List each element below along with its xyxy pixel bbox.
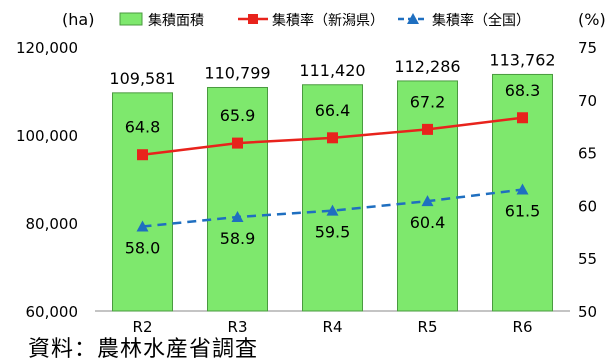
x-axis: R2 R3 R4 R5 R6 xyxy=(133,318,533,336)
legend-label: 集積面積 xyxy=(148,12,204,29)
national-rate-marker xyxy=(421,195,434,207)
niigata-rate-label: 64.8 xyxy=(125,118,161,137)
bar-value-label: 109,581 xyxy=(109,69,175,88)
left-axis: 60,000 80,000 100,000 120,000 (ha) xyxy=(16,10,94,321)
national-rate-line xyxy=(142,188,523,228)
niigata-rate-label: 68.3 xyxy=(505,81,541,100)
bar-value-label: 113,762 xyxy=(489,50,555,69)
y-right-tick-label: 70 xyxy=(578,92,597,110)
niigata-rate-label: 65.9 xyxy=(220,106,256,125)
y-right-tick-label: 55 xyxy=(578,250,597,268)
y-right-tick-label: 60 xyxy=(578,197,597,215)
national-rate-marker xyxy=(326,204,339,216)
legend-niigata-marker xyxy=(248,14,258,24)
niigata-rate-label: 66.4 xyxy=(315,101,351,120)
bar xyxy=(112,92,173,312)
niigata-rate-marker xyxy=(422,123,433,135)
data-labels: 109,581 110,799 111,420 112,286 113,762 64.8 6… xyxy=(109,50,555,257)
legend-label: 集積率（新潟県） xyxy=(272,12,384,29)
legend-label: 集積率（全国） xyxy=(432,12,530,29)
national-rate-marker xyxy=(231,211,244,223)
legend-national-marker xyxy=(407,13,419,24)
legend: 集積面積 集積率（新潟県） 集積率（全国） xyxy=(119,12,530,29)
x-tick-label: R6 xyxy=(513,318,533,336)
national-rate-label: 59.5 xyxy=(315,223,351,242)
source-note: 資料：農林水産省調査 xyxy=(28,337,259,362)
niigata-rate-marker xyxy=(232,137,243,149)
right-axis: 50 55 60 65 70 75 (%) xyxy=(578,10,606,321)
niigata-rate-marker xyxy=(137,149,148,161)
y-left-tick-label: 80,000 xyxy=(26,215,79,233)
bar-value-label: 111,420 xyxy=(299,61,365,80)
bar xyxy=(207,86,268,312)
y-left-tick-label: 120,000 xyxy=(16,39,78,57)
national-rate-label: 60.4 xyxy=(410,213,446,232)
bar-series xyxy=(112,73,553,312)
x-tick-label: R3 xyxy=(228,318,248,336)
x-tick-label: R2 xyxy=(133,318,153,336)
national-rate-label: 58.0 xyxy=(125,239,161,258)
x-tick-label: R4 xyxy=(323,318,343,336)
line-series xyxy=(136,112,529,232)
y-left-unit: (ha) xyxy=(62,10,94,29)
y-right-tick-label: 75 xyxy=(578,39,597,57)
national-rate-label: 61.5 xyxy=(505,202,541,221)
x-tick-label: R5 xyxy=(418,318,438,336)
bar-value-label: 112,286 xyxy=(394,57,460,76)
national-rate-marker xyxy=(516,183,529,195)
bar-value-label: 110,799 xyxy=(204,63,270,82)
niigata-rate-label: 67.2 xyxy=(410,92,446,111)
niigata-rate-marker xyxy=(517,112,528,124)
national-rate-marker xyxy=(136,220,149,232)
bar xyxy=(302,84,363,312)
y-right-unit: (%) xyxy=(578,10,606,29)
y-right-tick-label: 50 xyxy=(578,303,597,321)
niigata-rate-marker xyxy=(327,132,338,144)
y-left-tick-label: 60,000 xyxy=(26,303,79,321)
legend-bar-swatch xyxy=(119,12,143,26)
national-rate-label: 58.9 xyxy=(220,229,256,248)
y-right-tick-label: 65 xyxy=(578,145,597,163)
y-left-tick-label: 100,000 xyxy=(16,127,78,145)
